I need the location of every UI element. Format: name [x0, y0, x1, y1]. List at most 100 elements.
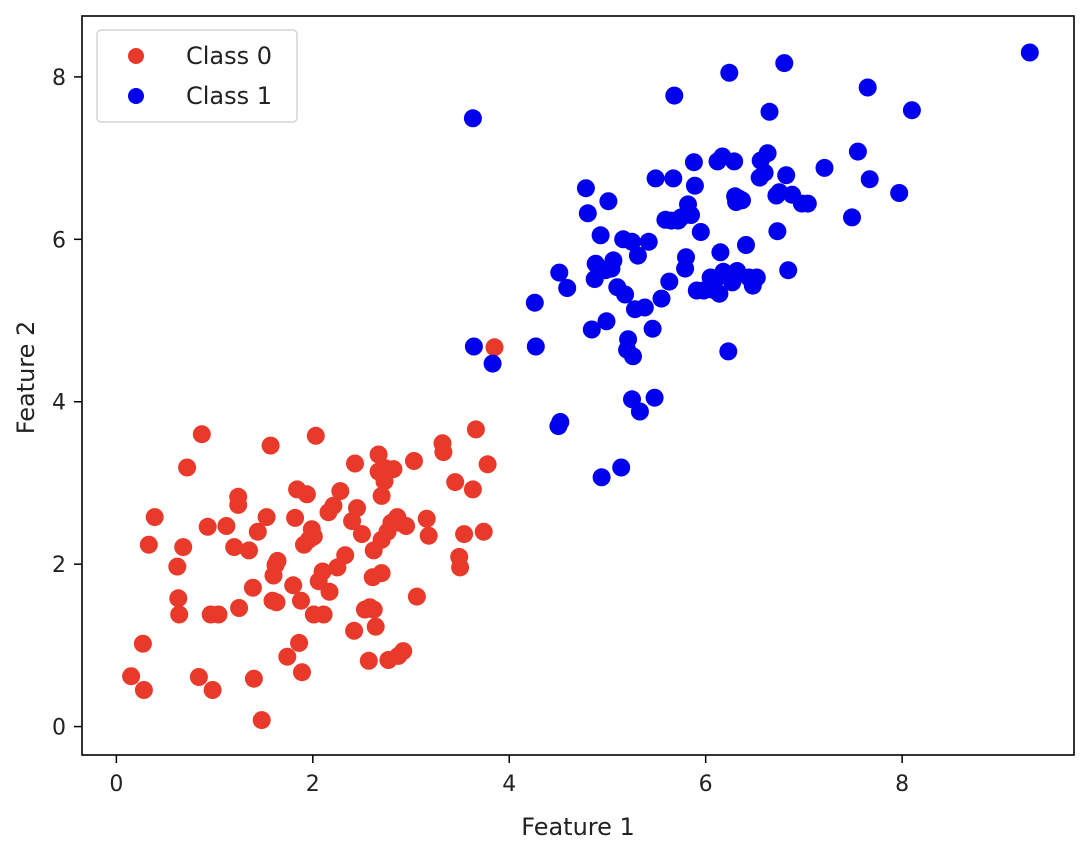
data-point-class-0	[384, 460, 403, 479]
data-point-class-1	[550, 263, 569, 282]
data-point-class-1	[628, 246, 647, 265]
legend-label-class-1: Class 1	[186, 82, 272, 110]
data-point-class-1	[599, 192, 618, 211]
data-point-class-1	[747, 268, 766, 287]
data-point-class-1	[677, 248, 695, 267]
data-point-class-1	[685, 176, 704, 195]
data-point-class-0	[243, 578, 262, 597]
data-point-class-0	[261, 436, 280, 455]
data-point-class-0	[178, 458, 197, 477]
data-point-class-0	[336, 546, 355, 565]
data-point-class-0	[170, 605, 189, 624]
data-point-class-0	[314, 605, 333, 624]
data-point-class-0	[122, 667, 141, 686]
x-tick-label: 6	[699, 772, 713, 797]
data-point-class-0	[278, 647, 297, 666]
data-point-class-0	[229, 495, 248, 514]
y-tick-label: 4	[52, 391, 66, 416]
data-point-class-1	[623, 232, 641, 251]
data-point-class-1	[464, 337, 483, 356]
data-point-class-0	[348, 499, 366, 518]
data-point-class-1	[591, 226, 610, 245]
y-tick-label: 2	[52, 553, 66, 578]
data-point-class-1	[619, 330, 638, 349]
data-point-class-1	[779, 261, 798, 280]
data-point-class-1	[578, 204, 597, 223]
data-point-class-1	[576, 179, 595, 198]
data-point-class-0	[304, 527, 323, 546]
data-point-class-0	[267, 593, 286, 612]
data-point-class-0	[446, 473, 465, 492]
legend: Class 0 Class 1	[96, 29, 298, 123]
data-point-class-0	[394, 642, 413, 661]
y-tick-label: 0	[52, 716, 66, 741]
data-point-class-0	[290, 633, 309, 652]
points-layer	[122, 43, 1039, 730]
data-point-class-1	[902, 101, 921, 120]
legend-box	[96, 29, 298, 123]
data-point-class-0	[306, 426, 325, 445]
data-point-class-0	[369, 445, 388, 464]
data-point-class-1	[760, 102, 779, 121]
data-point-class-0	[240, 541, 258, 560]
y-tick-label: 6	[52, 228, 66, 253]
data-point-class-0	[217, 517, 236, 535]
data-point-class-1	[664, 169, 683, 188]
data-point-class-0	[145, 508, 164, 527]
data-point-class-0	[133, 634, 152, 653]
data-point-class-1	[684, 153, 703, 172]
plot-frame	[81, 15, 1075, 756]
data-point-class-1	[777, 166, 796, 185]
data-point-class-0	[297, 485, 316, 504]
x-tick-label: 4	[502, 772, 516, 797]
data-point-class-0	[372, 564, 391, 583]
data-point-class-1	[643, 319, 662, 338]
data-point-class-1	[665, 86, 684, 105]
data-point-class-1	[652, 289, 671, 308]
data-point-class-0	[230, 599, 249, 617]
data-point-class-1	[551, 413, 570, 431]
data-point-class-0	[474, 522, 493, 541]
data-point-class-1	[815, 158, 834, 177]
data-point-class-0	[168, 557, 187, 576]
data-point-class-1	[710, 284, 729, 303]
data-point-class-0	[366, 617, 385, 636]
data-point-class-1	[624, 347, 642, 366]
data-point-class-1	[711, 243, 730, 262]
data-point-class-1	[612, 458, 631, 477]
data-point-class-0	[478, 455, 497, 474]
data-point-class-1	[558, 279, 577, 297]
data-point-class-1	[604, 251, 623, 270]
data-point-class-1	[526, 337, 545, 356]
data-point-class-0	[331, 482, 350, 501]
data-point-class-0	[405, 452, 423, 470]
data-point-class-1	[630, 402, 649, 421]
data-point-class-0	[417, 509, 436, 528]
data-point-class-0	[345, 621, 364, 640]
data-point-class-1	[843, 208, 861, 227]
x-tick-label: 2	[306, 772, 320, 797]
data-point-class-0	[407, 587, 426, 606]
data-point-class-0	[359, 651, 378, 670]
data-point-class-1	[890, 184, 909, 202]
data-point-class-0	[463, 480, 482, 499]
data-point-class-0	[451, 558, 470, 577]
data-point-class-0	[293, 663, 311, 682]
data-point-class-0	[189, 668, 208, 686]
data-point-class-1	[592, 468, 611, 487]
data-point-class-0	[466, 420, 485, 439]
legend-marker-class-0	[128, 48, 144, 64]
data-point-class-0	[169, 589, 188, 608]
data-point-class-1	[848, 142, 867, 161]
data-point-class-1	[798, 194, 817, 213]
data-point-class-0	[252, 711, 271, 730]
data-point-class-0	[203, 681, 222, 699]
y-tick-label: 8	[52, 66, 66, 91]
data-point-class-1	[733, 191, 751, 210]
data-point-class-1	[646, 169, 665, 188]
data-point-class-1	[660, 272, 679, 291]
data-point-class-1	[758, 144, 777, 163]
data-point-class-0	[257, 508, 276, 527]
data-point-class-0	[419, 526, 438, 545]
